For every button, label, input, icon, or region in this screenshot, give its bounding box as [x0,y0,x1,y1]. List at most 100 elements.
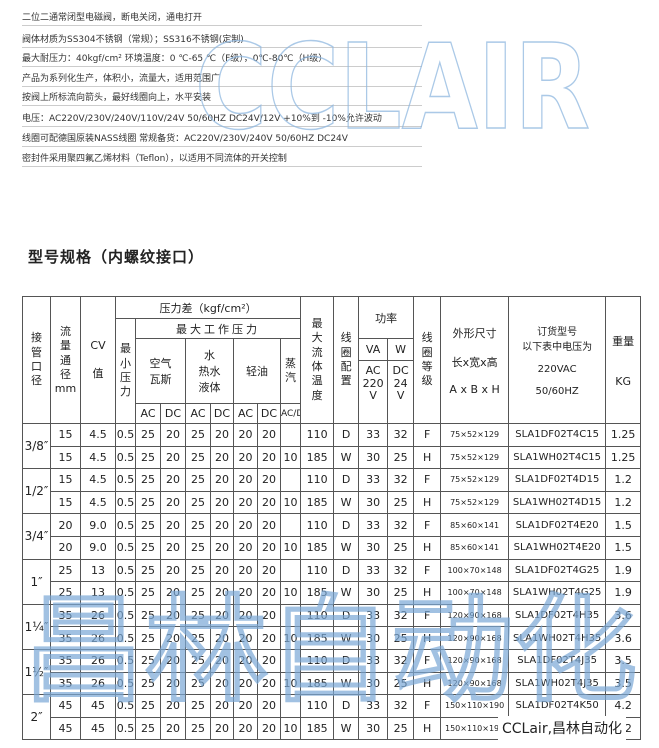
table-cell: 25 [185,648,211,673]
table-cell: 20 [210,626,234,650]
table-cell: 20 [257,468,281,492]
section-title: 型号规格（内螺纹接口） [28,248,205,266]
table-cell: 25 [135,513,161,537]
table-row: 1¼″ 35 26 0.5 25 20 25 20 20 20 110 D 33 32 F 120×90×16… [22,603,642,650]
table-cell: 1.5 [605,513,642,537]
table-cell: 110 [300,468,335,492]
table-cell: 25 [135,423,161,447]
head-text: AC [365,364,381,377]
table-cell: 4.5 [80,468,116,492]
table-cell: 20 [210,716,234,741]
table-cell: 20 [160,535,186,560]
table-cell: 10 [279,626,302,650]
table-cell: 25 [387,716,415,741]
table-cell: 3.5 [605,648,642,673]
head-cell: 最小压力 [115,318,136,424]
table-cell: 25 [185,490,211,515]
head-cell: 最大工作压力 [134,318,302,339]
table-cell: 25 [185,626,211,650]
table-cell: 0.5 [115,603,136,628]
table-cell: SLA1DF02T4D15 [508,468,607,492]
table-cell: 20 [233,513,258,537]
table-cell: 33 [358,694,389,718]
spec-line: 阀体材质为SS304不锈钢（常规）；SS316不锈钢(定制) [22,32,422,48]
table-cell: 33 [358,513,389,537]
table-row: 3/4″ 20 9.0 0.5 25 20 25 20 20 20 110 D 33 32 F 85×60×1… [22,513,642,560]
table-cell: 30 [358,581,389,605]
table-cell [279,603,302,628]
table-cell: 30 [358,626,389,650]
spec-line: 产品为系列化生产，体积小，流量大，适用范围广 [22,71,422,87]
head-cell: 功率 [358,296,415,339]
head-cell: 线圈等级 [413,296,442,424]
table-cell: 110 [300,513,335,537]
table-cell: 20 [50,513,81,537]
table-row: 35 26 0.5 25 20 25 20 20 20 10 185 W 30 25 H 120×90×168… [23,671,642,696]
table-row: 35 26 0.5 25 20 25 20 20 20 10 185 W 30 25 H 120×90×168… [23,626,642,650]
size-cell: 1″ [22,558,51,605]
table-cell: 185 [300,626,335,650]
head-cell: 接管口径 [22,296,51,424]
table-cell: 20 [160,603,186,628]
table-cell: 4.5 [80,490,116,515]
table-cell: 120×90×168 [440,626,510,650]
table-cell: D [333,603,360,628]
table-cell: 3.6 [605,603,642,628]
table-cell [279,694,302,718]
table-cell: 32 [387,603,415,628]
table-cell: F [413,694,442,718]
table-cell: 20 [210,671,234,696]
table-cell: 33 [358,648,389,673]
table-cell: 32 [387,468,415,492]
table-cell: 3.6 [605,626,642,650]
table-cell: 26 [80,671,116,696]
table-cell: 25 [185,603,211,628]
table-cell: 185 [300,716,335,741]
table-cell: 4.5 [80,445,116,470]
table-cell: SLA1WH02T4G25 [508,581,607,605]
table-cell: 25 [135,603,161,628]
table-cell: 20 [257,535,281,560]
table-cell: 25 [185,694,211,718]
table-cell: 35 [50,648,81,673]
table-cell: H [413,626,442,650]
footer: CCLair,昌林自动化 [498,716,627,740]
head-text: V [396,389,405,403]
table-cell: 15 [50,490,81,515]
table-cell: 185 [300,535,335,560]
table-cell: 20 [160,490,186,515]
table-cell: 0.5 [115,581,136,605]
table-cell: D [333,513,360,537]
table-cell: 20 [233,423,258,447]
table-cell: 20 [257,671,281,696]
table-cell: 10 [279,490,302,515]
head-text: 220 [362,376,384,390]
head-cell: 外形尺寸 长x宽x高 A x B x H [440,296,510,424]
table-cell: 20 [160,423,186,447]
table-cell [279,468,302,492]
table-cell: 32 [387,648,415,673]
table-cell: 85×60×141 [440,535,510,560]
table-cell: 100×70×148 [440,581,510,605]
table-cell: 1.25 [605,445,642,470]
table-cell: 100×70×148 [440,558,510,583]
table-cell: 25 [135,671,161,696]
table-cell: 25 [185,445,211,470]
table-cell: 33 [358,468,389,492]
table-row: 2″ 45 45 0.5 25 20 25 20 20 20 110 D 33 32 F 150×110×19… [22,694,642,741]
table-cell: 25 [387,671,415,696]
table-cell: 20 [210,423,234,447]
table-cell: 185 [300,671,335,696]
table-cell: 75×52×129 [440,445,510,470]
table-cell: 20 [160,626,186,650]
table-cell: 20 [210,468,234,492]
table-cell: 20 [210,513,234,537]
table-cell: 15 [50,468,81,492]
table-cell: 26 [80,603,116,628]
table-cell: 110 [300,558,335,583]
table-cell: 4.5 [80,423,116,447]
table-cell: 30 [358,716,389,741]
table-cell: 120×90×168 [440,603,510,628]
table-cell: 10 [279,581,302,605]
head-cell: 订货型号 以下表中电压为 220VAC 50/60HZ [508,296,607,424]
